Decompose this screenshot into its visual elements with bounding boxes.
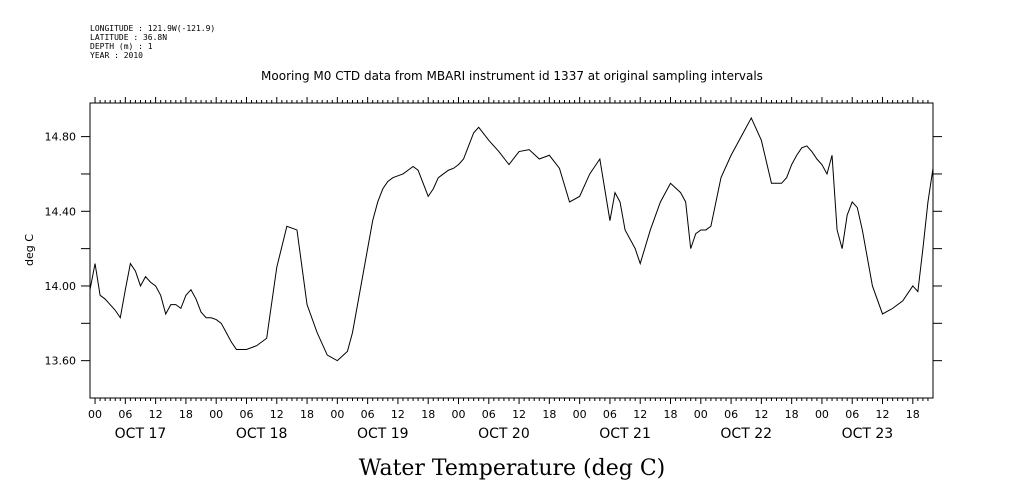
day-label: OCT 17 — [115, 426, 167, 442]
x-tick-label: 06 — [724, 408, 738, 421]
x-tick-label: 12 — [512, 408, 526, 421]
x-tick-label: 18 — [906, 408, 920, 421]
x-tick-label: 06 — [361, 408, 375, 421]
latitude-label: LATITUDE : 36.8N — [90, 33, 167, 42]
x-tick-label: 12 — [876, 408, 890, 421]
y-tick-label: 14.00 — [45, 280, 77, 293]
x-tick-label: 12 — [391, 408, 405, 421]
x-tick-label: 06 — [603, 408, 617, 421]
x-tick-label: 12 — [270, 408, 284, 421]
year-label: YEAR : 2010 — [90, 51, 143, 60]
x-tick-label: 18 — [542, 408, 556, 421]
x-axis-label: Water Temperature (deg C) — [359, 456, 666, 481]
day-label: OCT 18 — [236, 426, 288, 442]
x-tick-label: 18 — [664, 408, 678, 421]
y-tick-label: 14.40 — [45, 205, 77, 218]
x-tick-label: 12 — [633, 408, 647, 421]
x-tick-label: 18 — [421, 408, 435, 421]
y-tick-labels: 13.60 14.00 14.40 14.80 — [45, 131, 77, 368]
x-tick-label: 18 — [300, 408, 314, 421]
x-tick-label: 18 — [179, 408, 193, 421]
x-tick-label: 06 — [482, 408, 496, 421]
day-label: OCT 22 — [720, 426, 772, 442]
x-tick-labels: 00 06 12 18 00 06 12 18 00 06 12 18 00 06 12 18 00 06 12 18… — [88, 408, 920, 421]
x-tick-label: 06 — [239, 408, 253, 421]
depth-label: DEPTH (m) : 1 — [90, 42, 153, 51]
day-label: OCT 19 — [357, 426, 409, 442]
longitude-label: LONGITUDE : 121.9W(-121.9) — [90, 24, 215, 33]
day-label: OCT 20 — [478, 426, 530, 442]
y-tick-label: 13.60 — [45, 355, 77, 368]
x-tick-label: 12 — [149, 408, 163, 421]
x-tick-label: 00 — [330, 408, 344, 421]
plot-frame — [89, 102, 934, 399]
x-tick-label: 00 — [209, 408, 223, 421]
day-label: OCT 23 — [842, 426, 894, 442]
day-labels: OCT 17 OCT 18 OCT 19 OCT 20 OCT 21 OCT 22 OCT … — [115, 426, 894, 442]
x-tick-label: 00 — [88, 408, 102, 421]
y-axis-label: deg C — [23, 234, 36, 266]
y-tick-label: 14.80 — [45, 131, 77, 144]
axis-ticks — [81, 97, 942, 404]
x-tick-label: 06 — [845, 408, 859, 421]
x-tick-label: 00 — [573, 408, 587, 421]
x-tick-label: 06 — [118, 408, 132, 421]
series-line — [89, 116, 934, 362]
x-tick-label: 00 — [451, 408, 465, 421]
chart-title: Mooring M0 CTD data from MBARI instrumen… — [261, 69, 763, 83]
day-label: OCT 21 — [599, 426, 651, 442]
x-tick-label: 12 — [754, 408, 768, 421]
x-tick-label: 18 — [785, 408, 799, 421]
x-tick-label: 00 — [815, 408, 829, 421]
x-tick-label: 00 — [694, 408, 708, 421]
